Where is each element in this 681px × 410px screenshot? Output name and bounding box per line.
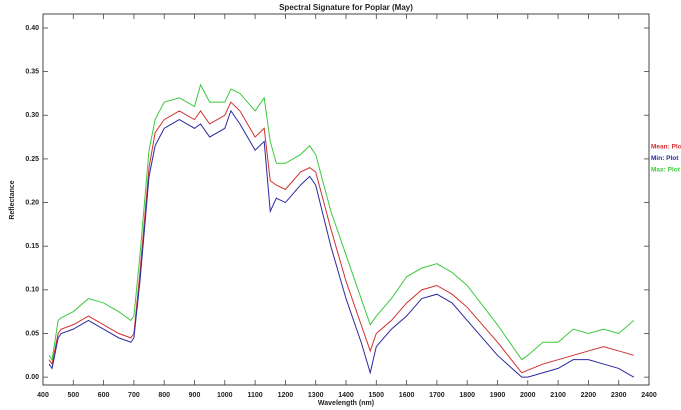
- x-tick-label: 2300: [611, 392, 627, 399]
- x-tick-label: 1600: [399, 392, 415, 399]
- y-tick-label: 0.25: [25, 156, 39, 163]
- x-tick-label: 1200: [278, 392, 294, 399]
- x-tick-label: 600: [98, 392, 110, 399]
- y-tick-label: 0.20: [25, 199, 39, 206]
- x-tick-label: 400: [37, 392, 49, 399]
- y-tick-label: 0.00: [25, 374, 39, 381]
- y-tick-label: 0.05: [25, 330, 39, 337]
- x-tick-label: 1500: [369, 392, 385, 399]
- x-tick-label: 1400: [338, 392, 354, 399]
- x-tick-label: 800: [158, 392, 170, 399]
- x-tick-label: 2200: [581, 392, 597, 399]
- x-tick-label: 1800: [459, 392, 475, 399]
- x-tick-label: 2100: [550, 392, 566, 399]
- y-tick-label: 0.35: [25, 68, 39, 75]
- y-tick-label: 0.15: [25, 243, 39, 250]
- x-tick-label: 700: [128, 392, 140, 399]
- y-axis-label: Reflectance: [9, 180, 16, 219]
- y-tick-label: 0.10: [25, 287, 39, 294]
- x-tick-label: 1700: [429, 392, 445, 399]
- x-tick-label: 1000: [217, 392, 233, 399]
- legend-label: Mean: Plot: [651, 144, 681, 151]
- x-axis-label: Wavelength (nm): [318, 400, 374, 407]
- data-line: [48, 83, 635, 361]
- x-tick-label: 1900: [490, 392, 506, 399]
- x-tick-label: 2000: [520, 392, 536, 399]
- legend-label: Max: Plot: [651, 167, 681, 174]
- x-tick-label: 500: [67, 392, 79, 399]
- x-tick-label: 1300: [308, 392, 324, 399]
- x-tick-label: 900: [189, 392, 201, 399]
- legend-label: Min: Plot: [651, 155, 679, 162]
- chart-title: Spectral Signature for Poplar (May): [279, 3, 413, 12]
- y-tick-label: 0.30: [25, 112, 39, 119]
- x-tick-label: 1100: [248, 392, 263, 399]
- x-tick-label: 2400: [641, 392, 657, 399]
- data-line: [48, 109, 635, 378]
- y-tick-label: 0.40: [25, 25, 39, 32]
- data-line: [48, 101, 634, 374]
